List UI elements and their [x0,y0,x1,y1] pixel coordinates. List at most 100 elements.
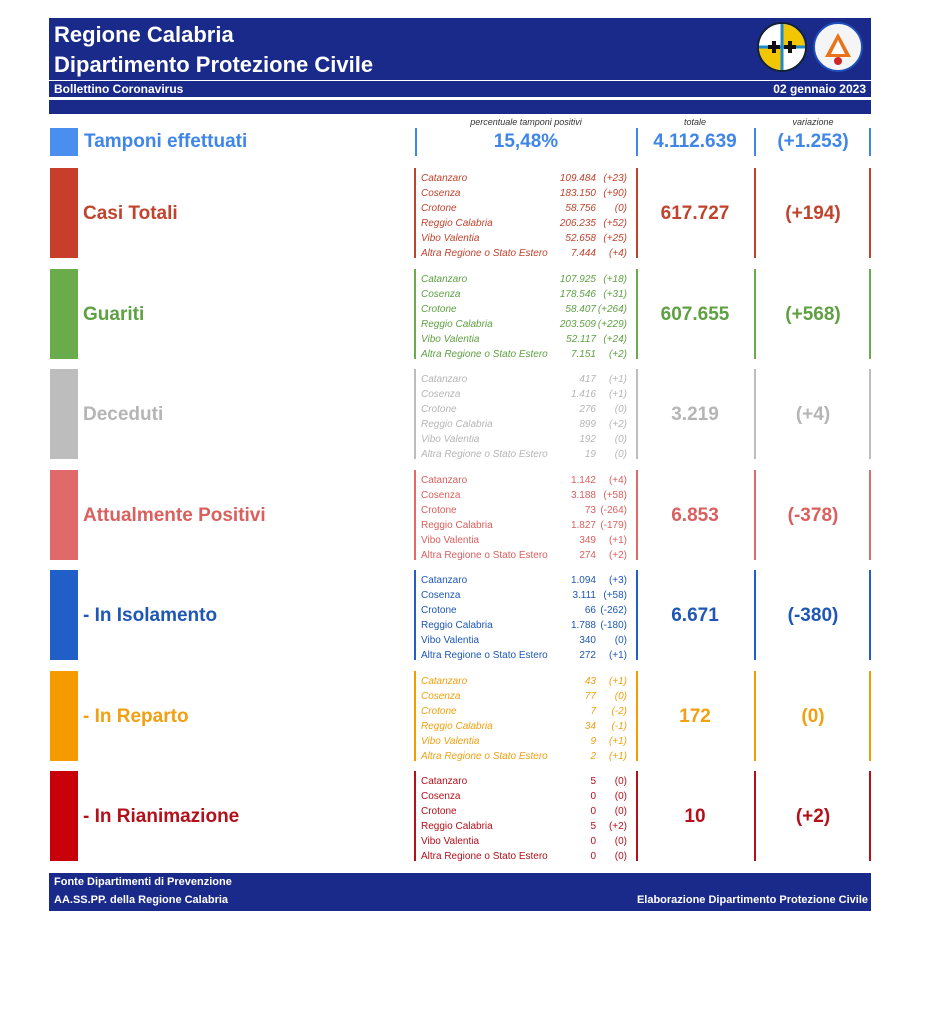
column-divider [869,369,871,459]
province-row: Cosenza 3.111 (+58) [421,588,631,603]
province-value: 2 [590,751,596,762]
province-row: Altra Regione o Stato Estero 7.444 (+4) [421,246,631,261]
tamponi-label: Tamponi effettuati [84,131,248,152]
province-row: Crotone 58.756 (0) [421,201,631,216]
province-delta: (+1) [608,676,627,687]
province-row: Reggio Calabria 1.788 (-180) [421,618,631,633]
column-divider [869,771,871,861]
province-delta: (0) [614,791,627,802]
province-name: Cosenza [421,389,461,400]
province-name: Reggio Calabria [421,419,493,430]
province-row: Catanzaro 1.142 (+4) [421,473,631,488]
column-divider [414,168,416,258]
province-value: 349 [579,535,596,546]
section-casi-totali: Casi Totali Catanzaro 109.484 (+23) Cosenza 1… [0,168,930,261]
province-name: Cosenza [421,791,461,802]
province-delta: (+264) [597,304,627,315]
column-divider [636,369,638,459]
province-value: 192 [579,434,596,445]
province-row: Reggio Calabria 1.827 (-179) [421,518,631,533]
province-value: 203.509 [559,319,596,330]
province-name: Vibo Valentia [421,434,480,445]
section-deceduti: Deceduti Catanzaro 417 (+1) Cosenza 1.416 (+1)… [0,369,930,462]
column-divider [414,771,416,861]
section-label: - In Rianimazione [83,806,240,827]
section-color-block [50,671,78,761]
province-value: 5 [590,821,596,832]
province-row: Altra Regione o Stato Estero 19 (0) [421,447,631,462]
section-variation: (-380) [787,605,839,626]
province-value: 1.416 [570,389,596,400]
section-variation: (+568) [785,304,841,325]
province-delta: (+25) [603,233,627,244]
column-divider [636,570,638,660]
section-color-block [50,470,78,560]
column-header-percent: percentuale tamponi positivi [470,117,582,127]
section-label: Guariti [83,304,145,325]
province-value: 417 [579,374,596,385]
province-name: Vibo Valentia [421,736,480,747]
tamponi-variation: (+1.253) [777,131,849,152]
column-divider [414,570,416,660]
province-delta: (+1) [608,374,627,385]
province-delta: (0) [614,691,627,702]
column-divider [414,671,416,761]
province-delta: (0) [614,836,627,847]
province-name: Catanzaro [421,676,468,687]
province-value: 58.756 [565,203,596,214]
province-row: Altra Regione o Stato Estero 2 (+1) [421,749,631,764]
province-row: Cosenza 0 (0) [421,789,631,804]
section-color-block [50,771,78,861]
province-delta: (+3) [608,575,627,586]
province-name: Reggio Calabria [421,721,493,732]
province-row: Crotone 58.407 (+264) [421,302,631,317]
section-color-block [50,369,78,459]
province-delta: (-2) [611,706,627,717]
province-name: Altra Regione o Stato Estero [421,550,548,561]
province-value: 19 [584,449,596,460]
province-delta: (-180) [600,620,627,631]
province-delta: (+31) [603,289,627,300]
province-delta: (+24) [603,334,627,345]
province-row: Vibo Valentia 0 (0) [421,834,631,849]
province-row: Reggio Calabria 899 (+2) [421,417,631,432]
province-name: Reggio Calabria [421,821,493,832]
tamponi-divider [415,128,417,156]
province-delta: (+2) [608,821,627,832]
section-variation: (0) [801,706,825,727]
section-label: Deceduti [83,404,164,425]
province-name: Catanzaro [421,274,468,285]
province-delta: (+1) [608,751,627,762]
section-color-block [50,168,78,258]
province-name: Vibo Valentia [421,233,480,244]
column-divider [754,168,756,258]
province-value: 274 [579,550,596,561]
section-total: 3.219 [671,404,719,425]
province-delta: (0) [614,776,627,787]
province-value: 58.407 [565,304,596,315]
province-value: 34 [584,721,596,732]
province-name: Vibo Valentia [421,836,480,847]
province-value: 52.117 [566,334,596,345]
province-value: 7.151 [570,349,596,360]
province-breakdown: Catanzaro 417 (+1) Cosenza 1.416 (+1) Crotone 2… [421,372,631,462]
column-divider [869,269,871,359]
province-delta: (+52) [603,218,627,229]
province-name: Catanzaro [421,475,468,486]
province-name: Cosenza [421,490,461,501]
province-row: Cosenza 77 (0) [421,689,631,704]
section-total: 617.727 [660,203,730,224]
column-header-variation: variazione [792,117,834,127]
province-row: Vibo Valentia 52.117 (+24) [421,332,631,347]
bulletin-title: Bollettino Coronavirus [54,82,184,96]
province-name: Crotone [421,605,457,616]
province-value: 7.444 [570,248,596,259]
section-label: - In Isolamento [83,605,218,626]
section-variation: (-378) [787,505,839,526]
province-delta: (-1) [611,721,627,732]
province-delta: (0) [614,404,627,415]
separator-bar [49,100,871,114]
column-divider [754,771,756,861]
column-divider [754,671,756,761]
province-row: Vibo Valentia 52.658 (+25) [421,231,631,246]
